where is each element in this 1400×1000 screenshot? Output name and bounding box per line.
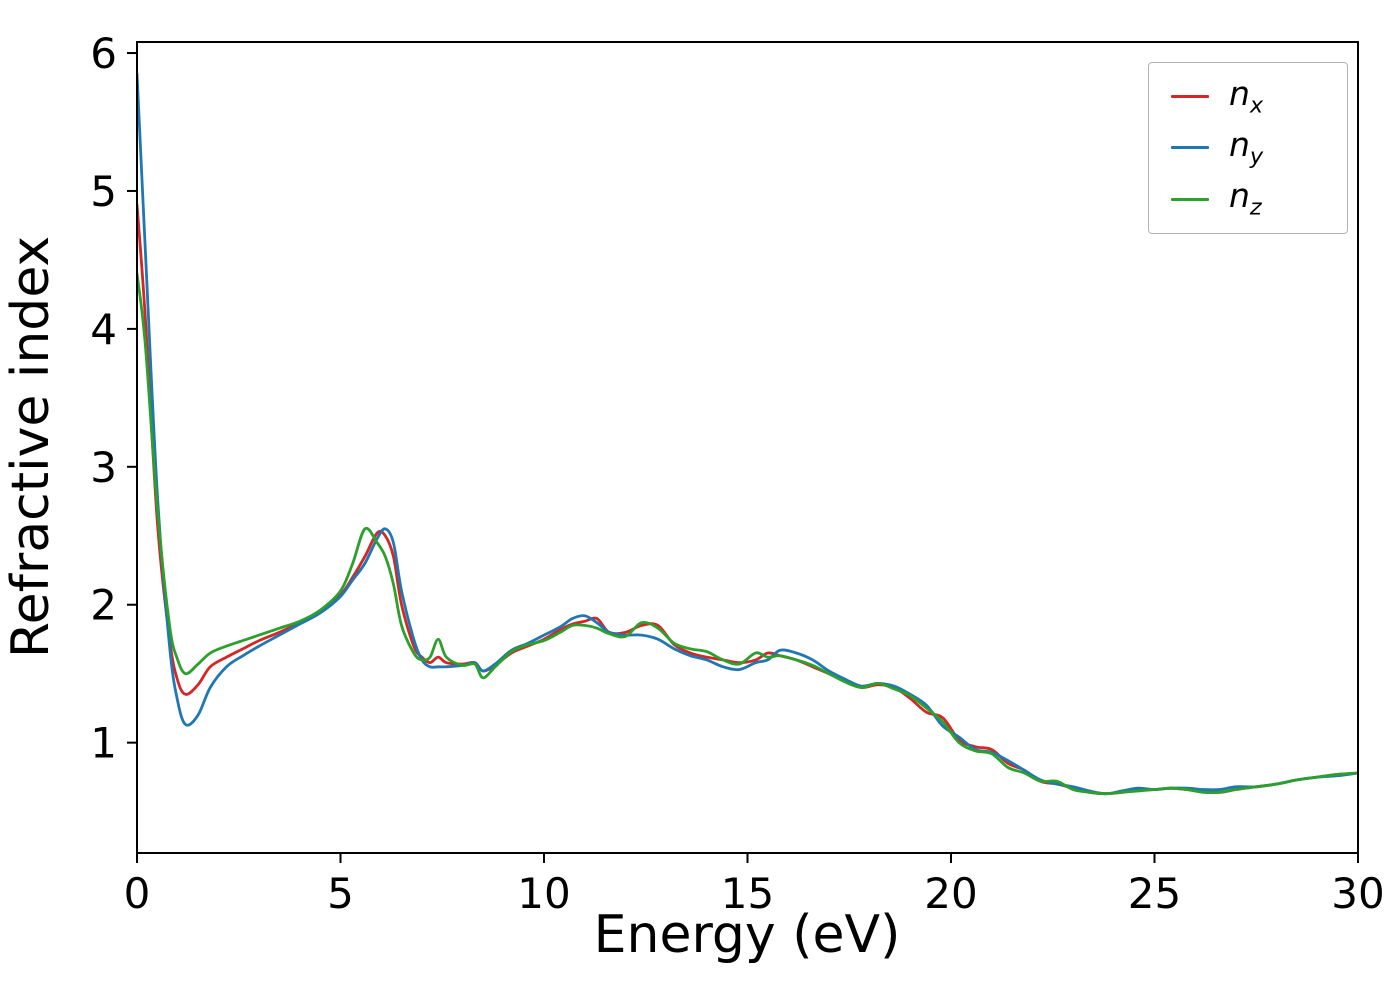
y-tick-label: 6 [90, 29, 117, 78]
x-tick-label: 10 [517, 869, 570, 918]
legend-label-sub: z [1249, 194, 1262, 221]
y-tick-label: 3 [90, 443, 117, 492]
series-lines [137, 72, 1358, 796]
legend-label-base: n [1229, 176, 1250, 216]
y-tick-label: 1 [90, 719, 117, 768]
series-line-x [137, 203, 1358, 796]
y-axis-label: Refractive index [1, 236, 61, 658]
legend-line-swatch-nz [1171, 197, 1209, 201]
x-tick-label: 15 [721, 869, 774, 918]
legend-label-base: n [1229, 73, 1250, 113]
x-axis-label: Energy (eV) [594, 905, 901, 965]
legend-label-sub: y [1249, 143, 1264, 170]
plot-area: 0 5 10 15 20 25 30 1 2 3 4 5 6 [90, 29, 1384, 918]
legend-label-ny: ny [1229, 128, 1263, 168]
x-tick-label: 20 [924, 869, 977, 918]
legend-entry: nz [1171, 175, 1325, 223]
legend-label-sub: x [1249, 92, 1264, 119]
y-tick-label: 4 [90, 305, 117, 354]
y-tick-label: 2 [90, 581, 117, 630]
legend: nx ny nz [1148, 62, 1348, 234]
x-tick-label: 5 [327, 869, 354, 918]
legend-label-nx: nx [1229, 77, 1263, 117]
legend-label-base: n [1229, 124, 1250, 164]
legend-entry: ny [1171, 124, 1325, 172]
legend-entry: nx [1171, 73, 1325, 121]
legend-line-swatch-ny [1171, 146, 1209, 150]
y-tick-label: 5 [90, 167, 117, 216]
legend-label-nz: nz [1229, 179, 1262, 219]
x-tick-label: 25 [1128, 869, 1181, 918]
x-tick-label: 30 [1331, 869, 1384, 918]
series-line-z [137, 272, 1358, 796]
x-tick-label: 0 [124, 869, 151, 918]
legend-line-swatch-nx [1171, 95, 1209, 99]
